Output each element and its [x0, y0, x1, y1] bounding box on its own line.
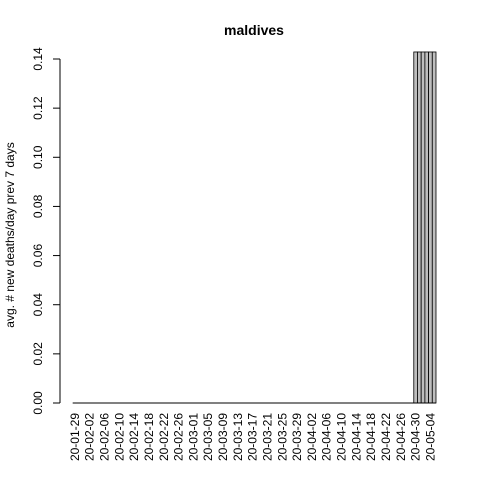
x-axis-ticks: 20-01-29 20-02-02 20-02-06 20-02-10 20-02-14… [68, 413, 438, 461]
y-tick-label: 0.14 [31, 47, 45, 71]
y-tick-label: 0.12 [31, 96, 45, 120]
x-tick-label: 20-03-13 [231, 413, 245, 461]
y-tick-label: 0.10 [31, 145, 45, 169]
x-tick-label: 20-04-10 [335, 413, 349, 461]
x-tick-label: 20-04-22 [379, 413, 393, 461]
x-tick-label: 20-03-29 [290, 413, 304, 461]
x-tick-label: 20-03-05 [201, 413, 215, 461]
y-axis: 0.00 0.02 0.04 0.06 0.08 0.10 0.12 0.14 [31, 47, 61, 415]
bar [424, 51, 429, 404]
x-tick-label: 20-03-25 [275, 413, 289, 461]
x-tick-label: 20-04-14 [349, 413, 363, 461]
x-tick-label: 20-02-18 [142, 413, 156, 461]
y-tick-label: 0.04 [31, 293, 45, 317]
y-tick-label: 0.00 [31, 391, 45, 415]
bar [428, 51, 433, 404]
bar [420, 51, 426, 404]
x-tick-label: 20-03-09 [216, 413, 230, 461]
x-tick-label: 20-04-18 [364, 413, 378, 461]
bar [413, 51, 418, 404]
x-tick-label: 20-04-26 [394, 413, 408, 461]
bar [417, 51, 422, 404]
y-tick-label: 0.02 [31, 342, 45, 366]
y-tick-label: 0.08 [31, 194, 45, 218]
x-tick-label: 20-02-26 [172, 413, 186, 461]
x-tick-label: 20-03-21 [260, 413, 274, 461]
chart-title: maldives [224, 22, 284, 38]
y-axis-label: avg. # new deaths/day prev 7 days [3, 142, 17, 327]
x-tick-label: 20-02-10 [112, 413, 126, 461]
x-tick-label: 20-02-22 [157, 413, 171, 461]
x-tick-label: 20-03-01 [186, 413, 200, 461]
x-tick-label: 20-02-14 [127, 413, 141, 461]
bar [431, 51, 437, 404]
y-tick-label: 0.06 [31, 244, 45, 268]
x-tick-label: 20-04-06 [320, 413, 334, 461]
x-tick-label: 20-05-04 [423, 413, 437, 461]
x-tick-label: 20-02-02 [83, 413, 97, 461]
x-tick-label: 20-03-17 [246, 413, 260, 461]
x-tick-label: 20-01-29 [68, 413, 82, 461]
bars-group [72, 51, 437, 404]
x-tick-label: 20-02-06 [97, 413, 111, 461]
x-tick-label: 20-04-30 [409, 413, 423, 461]
x-tick-label: 20-04-02 [305, 413, 319, 461]
